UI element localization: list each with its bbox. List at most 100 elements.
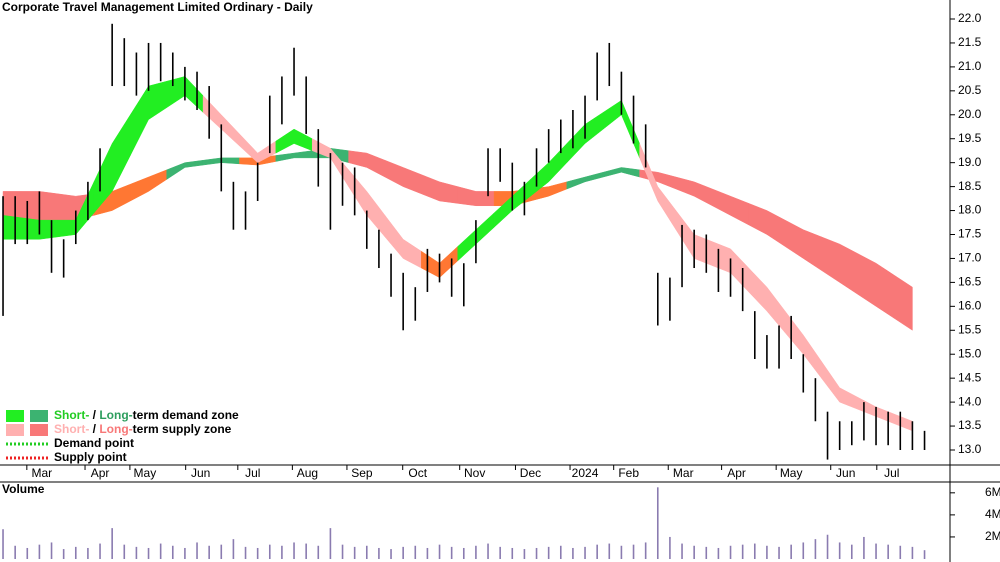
- legend-text: Short- / Long-term supply zone: [54, 422, 232, 436]
- volume-bar: [499, 546, 501, 559]
- volume-bar: [923, 550, 926, 559]
- volume-bar: [378, 547, 380, 559]
- volume-bar: [620, 545, 623, 559]
- volume-bar: [814, 539, 817, 559]
- volume-bar: [353, 546, 356, 559]
- legend-part: Supply point: [54, 450, 127, 464]
- volume-bar: [547, 546, 550, 559]
- volume-bar: [790, 544, 792, 559]
- volume-bar: [268, 544, 271, 559]
- y-tick-label: 19.0: [958, 155, 982, 169]
- x-tick-label: Apr: [727, 466, 746, 480]
- y-tick-label: 13.0: [958, 442, 982, 456]
- volume-bar: [656, 487, 659, 559]
- volume-bar: [208, 545, 210, 559]
- y-tick-label: 14.0: [958, 394, 982, 408]
- volume-bar: [232, 539, 235, 559]
- volume-bar: [293, 542, 295, 559]
- y-tick-label: 16.5: [958, 275, 982, 289]
- volume-bar: [135, 546, 138, 559]
- volume-bar: [14, 545, 16, 559]
- y-tick-label: 22.0: [958, 11, 982, 25]
- volume-bar: [426, 547, 429, 559]
- legend-part: /: [89, 408, 99, 422]
- volume-bar: [523, 549, 526, 559]
- y-tick-label: 15.5: [958, 322, 982, 336]
- volume-bar: [196, 542, 198, 559]
- x-tick-label: Aug: [297, 466, 318, 480]
- volume-bar: [123, 544, 126, 559]
- volume-bar: [402, 546, 404, 559]
- volume-bar: [535, 547, 538, 559]
- legend-text: Supply point: [54, 450, 127, 464]
- volume-bar: [341, 544, 344, 559]
- x-tick-label: Jul: [884, 466, 899, 480]
- volume-bar: [644, 542, 647, 559]
- legend-swatch: [6, 424, 24, 436]
- volume-bar: [717, 547, 720, 559]
- legend-part: term supply zone: [133, 422, 232, 436]
- x-tick-label: Oct: [408, 466, 427, 480]
- x-tick-label: Dec: [520, 466, 541, 480]
- volume-bar: [753, 543, 756, 559]
- volume-bar: [329, 528, 332, 559]
- x-tick-label: Apr: [91, 466, 110, 480]
- y-tick-label: 19.5: [958, 131, 982, 145]
- y-tick-label: 6M: [985, 485, 1000, 499]
- volume-bar: [87, 547, 89, 559]
- volume-bar: [62, 549, 65, 559]
- volume-bar: [899, 545, 902, 559]
- volume-bar: [850, 544, 853, 559]
- volume-bar: [38, 544, 41, 559]
- legend-swatch: [30, 424, 48, 436]
- volume-bar: [244, 546, 247, 559]
- x-tick-label: Nov: [464, 466, 485, 480]
- legend-part: Demand point: [54, 436, 134, 450]
- volume-bar: [596, 544, 598, 559]
- volume-bar: [317, 545, 320, 559]
- zone-band: [893, 274, 913, 331]
- volume-bar: [50, 542, 53, 559]
- volume-title: Volume: [2, 482, 45, 496]
- legend-part: term demand zone: [133, 408, 239, 422]
- y-tick-label: 16.0: [958, 299, 982, 313]
- volume-bar: [863, 536, 865, 559]
- volume-bar: [450, 546, 453, 559]
- y-tick-label: 15.0: [958, 346, 982, 360]
- chart-title: Corporate Travel Management Limited Ordi…: [2, 0, 313, 14]
- volume-bar: [693, 545, 695, 559]
- legend-text: Short- / Long-term demand zone: [54, 408, 239, 422]
- volume-bar: [705, 546, 708, 559]
- x-tick-label: 2024: [572, 466, 599, 480]
- volume-bar: [487, 543, 489, 559]
- legend-text: Demand point: [54, 436, 134, 450]
- legend-part: Short-: [54, 422, 89, 436]
- volume-bar: [2, 529, 4, 559]
- legend-part: Short-: [54, 408, 89, 422]
- volume-bar: [608, 543, 611, 559]
- legend-part: Long-: [99, 422, 132, 436]
- volume-bar: [875, 543, 877, 559]
- volume-bar: [511, 547, 514, 559]
- volume-bar: [838, 542, 841, 559]
- volume-bar: [887, 544, 889, 559]
- x-tick-label: Feb: [618, 466, 639, 480]
- volume-bar: [220, 544, 223, 559]
- volume-bar: [475, 545, 477, 559]
- volume-bar: [826, 534, 829, 559]
- x-tick-label: Mar: [31, 466, 52, 480]
- x-tick-label: Mar: [673, 466, 694, 480]
- volume-bar: [390, 549, 392, 559]
- volume-bar: [632, 544, 635, 559]
- volume-bar: [741, 544, 744, 559]
- y-tick-label: 20.5: [958, 83, 982, 97]
- legend-swatch: [30, 410, 48, 422]
- volume-bar: [256, 547, 259, 559]
- y-tick-label: 14.5: [958, 370, 982, 384]
- volume-bar: [159, 543, 162, 559]
- volume-bar: [778, 546, 780, 559]
- x-tick-label: Jun: [191, 466, 210, 480]
- volume-bar: [911, 546, 914, 559]
